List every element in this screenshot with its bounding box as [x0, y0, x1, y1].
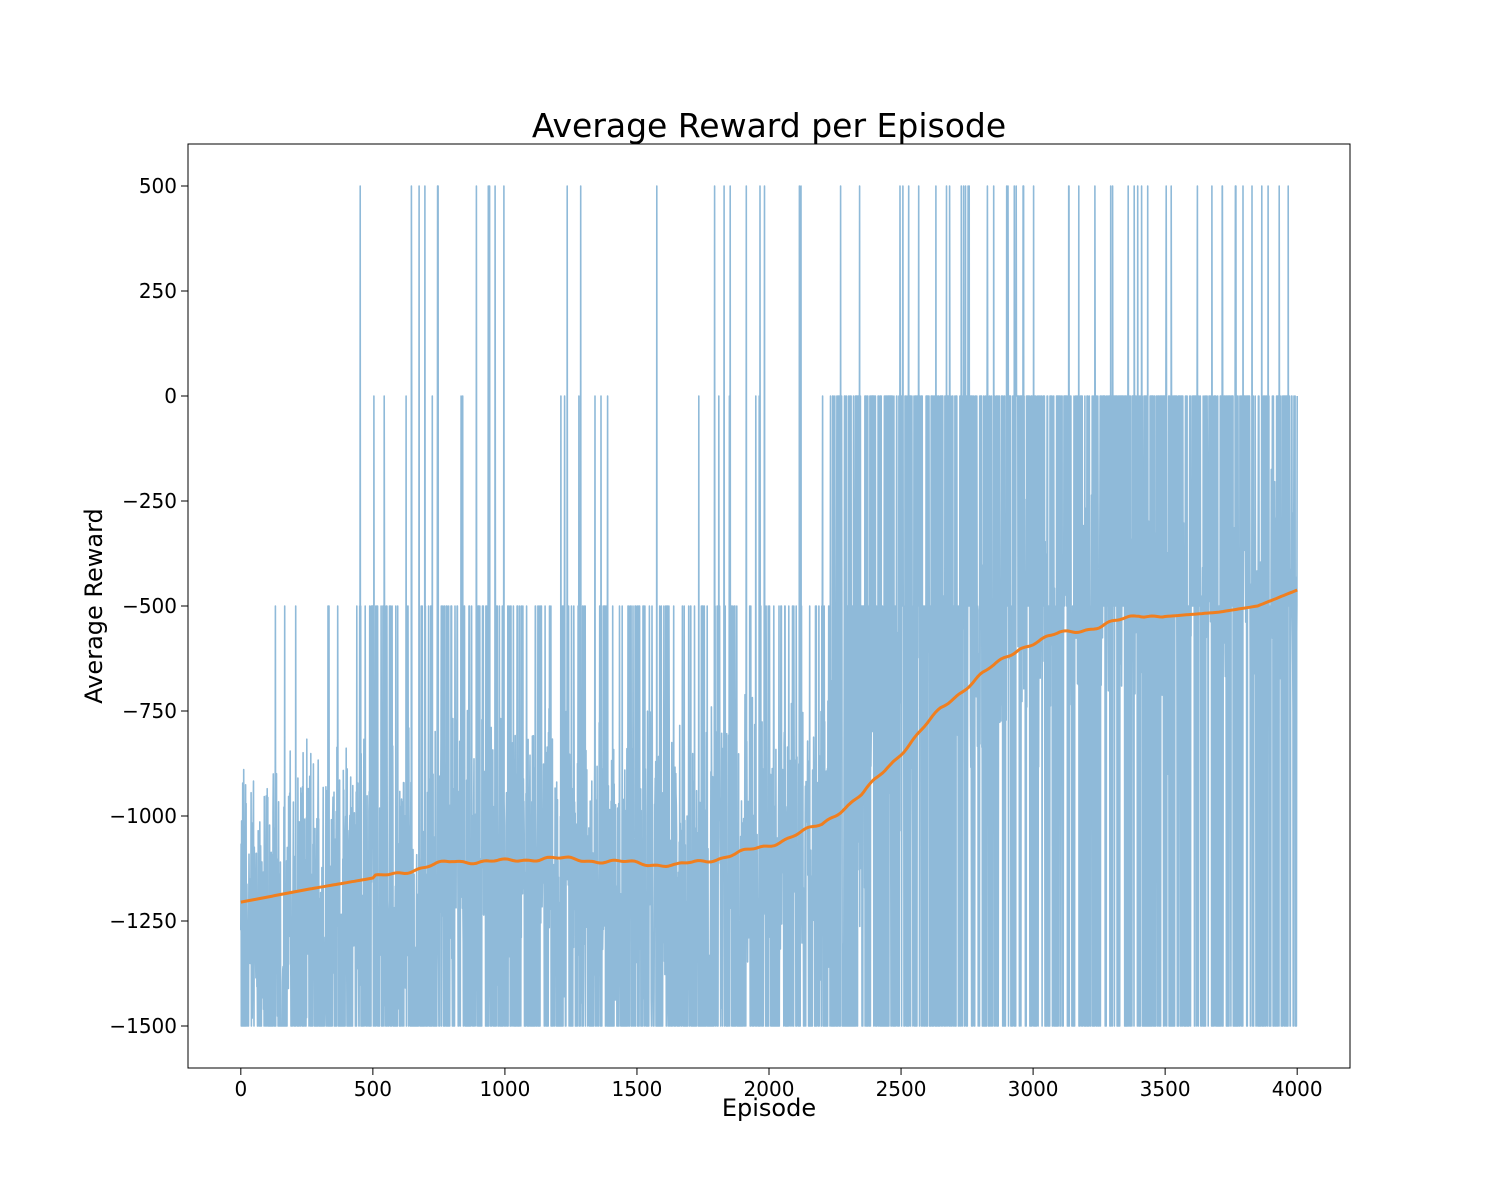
x-tick-label: 1500: [612, 1077, 663, 1101]
y-tick-label: 250: [139, 279, 177, 303]
y-tick-label: 500: [139, 174, 177, 198]
x-tick-label: 500: [354, 1077, 392, 1101]
y-axis: 500 250 0 −250 −500 −750 −1000 −1250 −1500: [109, 174, 188, 1038]
x-tick-label: 0: [234, 1077, 247, 1101]
plot-area: [240, 185, 1298, 1027]
series-raw-reward-line: [240, 185, 1298, 1027]
y-tick-label: 0: [164, 384, 177, 408]
y-tick-label: −1500: [109, 1014, 177, 1038]
x-tick-label: 2000: [744, 1077, 795, 1101]
x-tick-label: 3000: [1008, 1077, 1059, 1101]
y-tick-label: −250: [122, 489, 177, 513]
y-tick-label: −1000: [109, 804, 177, 828]
y-tick-label: −500: [122, 594, 177, 618]
y-axis-label: Average Reward: [80, 508, 108, 704]
x-tick-label: 4000: [1272, 1077, 1323, 1101]
x-axis-label: Episode: [722, 1094, 816, 1122]
series-moving-average-line: [240, 588, 1298, 904]
x-tick-label: 2500: [876, 1077, 927, 1101]
x-axis: 0 500 1000 1500 2000 2500 3000 3500 4000: [234, 1068, 1323, 1101]
chart-title: Average Reward per Episode: [532, 106, 1006, 145]
y-tick-label: −750: [122, 699, 177, 723]
x-tick-label: 3500: [1140, 1077, 1191, 1101]
x-tick-label: 1000: [479, 1077, 530, 1101]
y-tick-label: −1250: [109, 909, 177, 933]
